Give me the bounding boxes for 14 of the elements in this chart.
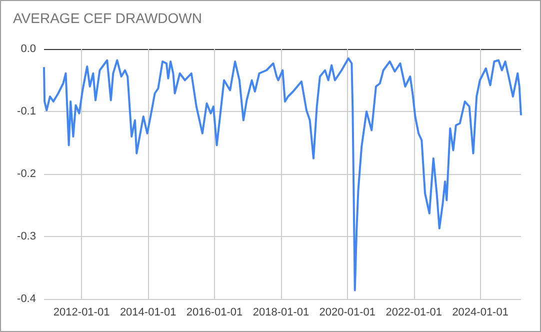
x-tick-label: 2024-01-01 bbox=[452, 306, 508, 318]
x-tick-label: 2014-01-01 bbox=[120, 306, 176, 318]
line-series bbox=[43, 57, 522, 292]
y-tick-label: 0.0 bbox=[20, 43, 36, 55]
x-tick-label: 2018-01-01 bbox=[252, 306, 310, 318]
y-tick-label: -0.2 bbox=[17, 168, 36, 180]
y-tick-label: -0.3 bbox=[17, 230, 36, 242]
x-tick-label: 2020-01-01 bbox=[319, 306, 376, 318]
y-tick-label: -0.1 bbox=[17, 106, 36, 118]
x-tick-label: 2022-01-01 bbox=[386, 306, 442, 318]
y-tick-label: -0.4 bbox=[17, 293, 36, 305]
chart-title: AVERAGE CEF DRAWDOWN bbox=[13, 10, 202, 26]
x-tick-label: 2016-01-01 bbox=[186, 306, 243, 318]
x-tick-label: 2012-01-01 bbox=[53, 306, 110, 318]
